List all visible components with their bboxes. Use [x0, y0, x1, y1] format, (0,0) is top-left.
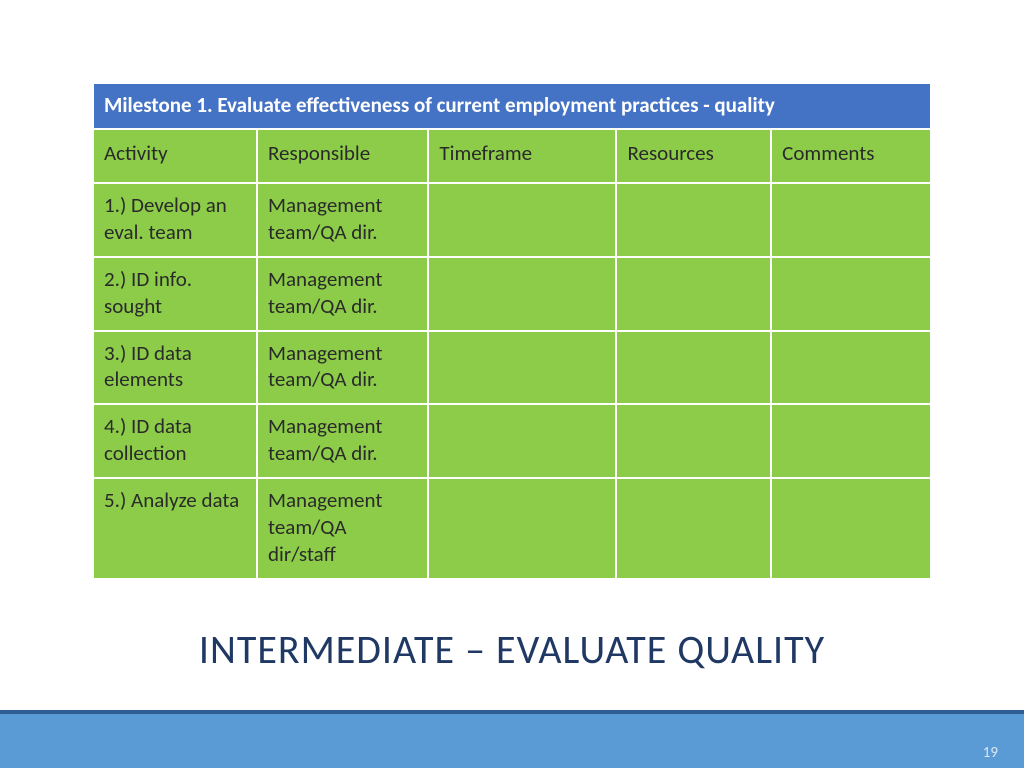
cell-activity: 2.) ID info. sought [94, 257, 257, 331]
cell-resources [616, 183, 771, 257]
cell-comments [771, 404, 930, 478]
cell-resources [616, 257, 771, 331]
table-row: 1.) Develop an eval. team Management tea… [94, 183, 930, 257]
cell-resources [616, 404, 771, 478]
cell-timeframe [428, 478, 616, 578]
cell-comments [771, 257, 930, 331]
milestone-title-cell: Milestone 1. Evaluate effectiveness of c… [94, 84, 930, 129]
slide-title: INTERMEDIATE – EVALUATE QUALITY [0, 625, 1024, 674]
footer-bar: 19 [0, 710, 1024, 768]
milestone-title-row: Milestone 1. Evaluate effectiveness of c… [94, 84, 930, 129]
milestone-table-container: Milestone 1. Evaluate effectiveness of c… [94, 84, 930, 578]
slide: Milestone 1. Evaluate effectiveness of c… [0, 0, 1024, 768]
table-header-row: Activity Responsible Timeframe Resources… [94, 129, 930, 183]
milestone-table: Milestone 1. Evaluate effectiveness of c… [94, 84, 930, 578]
col-header-comments: Comments [771, 129, 930, 183]
col-header-resources: Resources [616, 129, 771, 183]
cell-activity: 5.) Analyze data [94, 478, 257, 578]
cell-responsible: Management team/QA dir. [257, 404, 428, 478]
cell-resources [616, 331, 771, 405]
cell-activity: 4.) ID data collection [94, 404, 257, 478]
table-row: 5.) Analyze data Management team/QA dir/… [94, 478, 930, 578]
table-row: 4.) ID data collection Management team/Q… [94, 404, 930, 478]
cell-responsible: Management team/QA dir. [257, 183, 428, 257]
cell-responsible: Management team/QA dir. [257, 331, 428, 405]
cell-resources [616, 478, 771, 578]
cell-timeframe [428, 404, 616, 478]
cell-comments [771, 331, 930, 405]
table-row: 3.) ID data elements Management team/QA … [94, 331, 930, 405]
cell-responsible: Management team/QA dir/staff [257, 478, 428, 578]
cell-timeframe [428, 331, 616, 405]
cell-comments [771, 183, 930, 257]
col-header-activity: Activity [94, 129, 257, 183]
cell-responsible: Management team/QA dir. [257, 257, 428, 331]
cell-activity: 1.) Develop an eval. team [94, 183, 257, 257]
col-header-responsible: Responsible [257, 129, 428, 183]
cell-timeframe [428, 183, 616, 257]
cell-timeframe [428, 257, 616, 331]
cell-activity: 3.) ID data elements [94, 331, 257, 405]
page-number: 19 [983, 744, 998, 762]
table-row: 2.) ID info. sought Management team/QA d… [94, 257, 930, 331]
cell-comments [771, 478, 930, 578]
col-header-timeframe: Timeframe [428, 129, 616, 183]
